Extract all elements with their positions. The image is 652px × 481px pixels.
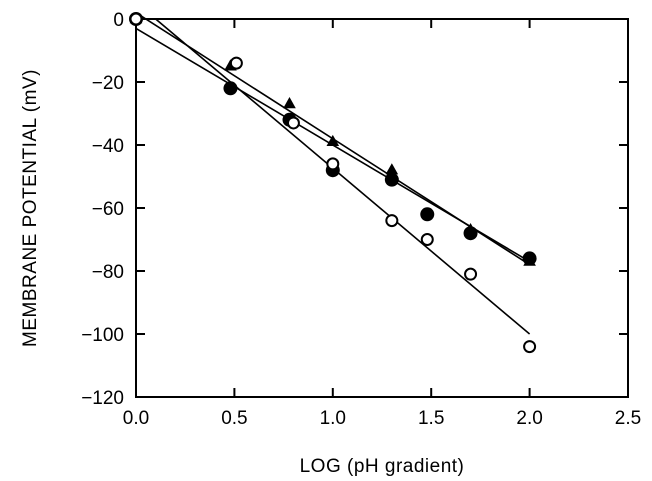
point-filled-circle bbox=[384, 172, 399, 187]
y-tick-label: −60 bbox=[92, 199, 124, 220]
x-tick-label: 1.0 bbox=[320, 408, 346, 429]
x-tick-label: 0.0 bbox=[123, 408, 149, 429]
y-tick-label: 0 bbox=[113, 10, 124, 31]
x-tick-label: 1.5 bbox=[418, 408, 444, 429]
point-open-circle bbox=[464, 267, 478, 281]
y-tick-label: −120 bbox=[81, 388, 124, 409]
point-filled-triangle bbox=[385, 163, 399, 175]
point-filled-triangle bbox=[283, 97, 296, 109]
point-open-circle bbox=[420, 233, 434, 246]
y-tick-label: −100 bbox=[81, 325, 124, 346]
y-axis-title: MEMBRANE POTENTIAL (mV) bbox=[20, 69, 41, 347]
x-axis-title: LOG (pH gradient) bbox=[300, 456, 465, 477]
point-open-circle bbox=[286, 116, 300, 130]
x-tick-label: 2.5 bbox=[615, 408, 641, 429]
x-tick-label: 0.5 bbox=[221, 408, 247, 429]
data-points bbox=[129, 12, 537, 354]
fit-line-open-circle bbox=[155, 18, 531, 335]
x-tick-label: 2.0 bbox=[516, 408, 542, 429]
axis-ticks: 0.0 0.5 1.0 1.5 2.0 2.5 0 −20 −40 −60 −80 −100 −120 bbox=[81, 10, 641, 429]
point-open-circle bbox=[229, 56, 243, 70]
y-tick-label: −80 bbox=[92, 262, 124, 283]
point-open-circle bbox=[523, 340, 537, 354]
point-filled-triangle bbox=[326, 134, 340, 147]
y-tick-label: −20 bbox=[92, 73, 124, 94]
point-open-circle bbox=[129, 12, 143, 26]
point-open-circle bbox=[326, 157, 340, 171]
point-filled-triangle bbox=[464, 223, 477, 235]
y-tick-label: −40 bbox=[92, 136, 124, 157]
plot-frame bbox=[135, 18, 629, 398]
point-open-circle bbox=[385, 214, 399, 228]
point-filled-circle bbox=[223, 81, 238, 96]
point-filled-circle bbox=[420, 207, 435, 222]
point-filled-triangle bbox=[523, 254, 536, 266]
